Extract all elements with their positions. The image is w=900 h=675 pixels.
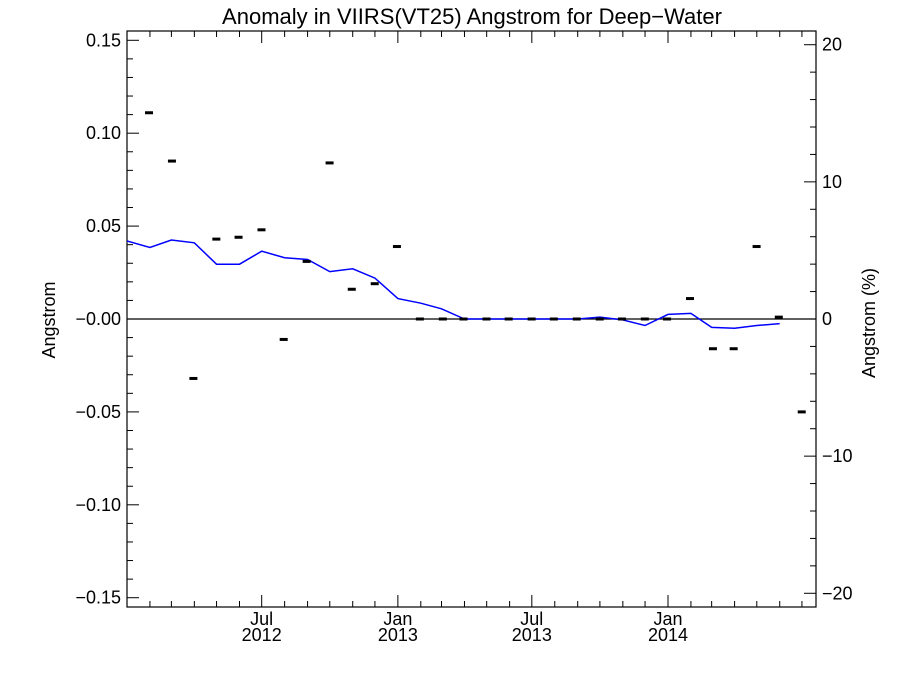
y-tick-label-left: 0.15 bbox=[86, 30, 121, 50]
x-tick-label-year: 2013 bbox=[378, 625, 418, 645]
series-line bbox=[126, 239, 780, 330]
data-point-marker bbox=[708, 347, 717, 351]
y-tick-label-left: −0.05 bbox=[75, 402, 121, 422]
y-tick-label-left: −0.10 bbox=[75, 495, 121, 515]
chart-title: Anomaly in VIIRS(VT25) Angstrom for Deep… bbox=[222, 4, 722, 29]
data-point-marker bbox=[145, 111, 153, 115]
data-point-marker bbox=[257, 228, 266, 232]
y-tick-label-right: 20 bbox=[822, 35, 842, 55]
data-point-marker bbox=[663, 317, 672, 321]
data-point-marker bbox=[549, 317, 558, 321]
plot-area: 0.15 0.10 0.05 −0.00 −0.05 −0.10 −0.15 20 10 0 −10… bbox=[75, 30, 852, 645]
x-tick-label-year: 2012 bbox=[242, 625, 282, 645]
data-point-marker bbox=[459, 317, 468, 321]
data-point-marker bbox=[392, 245, 401, 249]
x-tick-label-year: 2013 bbox=[512, 625, 552, 645]
y-tick-label-right: −10 bbox=[822, 446, 853, 466]
x-tick-label-month: Jul bbox=[520, 609, 543, 629]
data-point-marker bbox=[347, 287, 356, 291]
y-tick-label-left: 0.10 bbox=[86, 123, 121, 143]
x-tick-label-month: Jan bbox=[383, 609, 412, 629]
data-point-marker bbox=[234, 235, 243, 239]
data-point-marker bbox=[504, 317, 513, 321]
data-point-marker bbox=[325, 161, 334, 165]
data-point-marker bbox=[370, 282, 379, 286]
data-point-marker bbox=[527, 317, 536, 321]
data-point-marker bbox=[572, 317, 581, 321]
y-tick-label-right: −20 bbox=[822, 583, 853, 603]
data-point-marker bbox=[302, 259, 311, 263]
data-point-marker bbox=[640, 317, 649, 321]
y-tick-label-left: −0.00 bbox=[75, 309, 121, 329]
y-tick-label-left: −0.15 bbox=[75, 588, 121, 608]
data-point-marker bbox=[279, 337, 288, 341]
data-point-marker bbox=[752, 245, 761, 249]
x-tick-label-year: 2014 bbox=[648, 625, 688, 645]
data-point-marker bbox=[189, 376, 198, 380]
data-point-marker bbox=[729, 347, 738, 351]
data-point-marker bbox=[774, 315, 783, 319]
data-point-marker bbox=[212, 237, 221, 241]
y-tick-label-right: 0 bbox=[822, 309, 832, 329]
data-point-marker bbox=[482, 317, 491, 321]
x-tick-label-month: Jan bbox=[653, 609, 682, 629]
data-point-marker bbox=[595, 317, 604, 321]
x-tick-label-month: Jul bbox=[250, 609, 273, 629]
data-point-marker bbox=[617, 317, 626, 321]
data-point-marker bbox=[438, 317, 447, 321]
data-point-marker bbox=[685, 297, 694, 301]
y-axis-title-left: Angstrom bbox=[39, 281, 59, 358]
data-point-marker bbox=[167, 159, 176, 163]
y-axis-title-right: Angstrom (%) bbox=[859, 268, 879, 378]
y-tick-label-right: 10 bbox=[822, 172, 842, 192]
y-tick-label-left: 0.05 bbox=[86, 216, 121, 236]
data-point-marker bbox=[415, 317, 424, 321]
data-point-marker bbox=[797, 410, 806, 414]
